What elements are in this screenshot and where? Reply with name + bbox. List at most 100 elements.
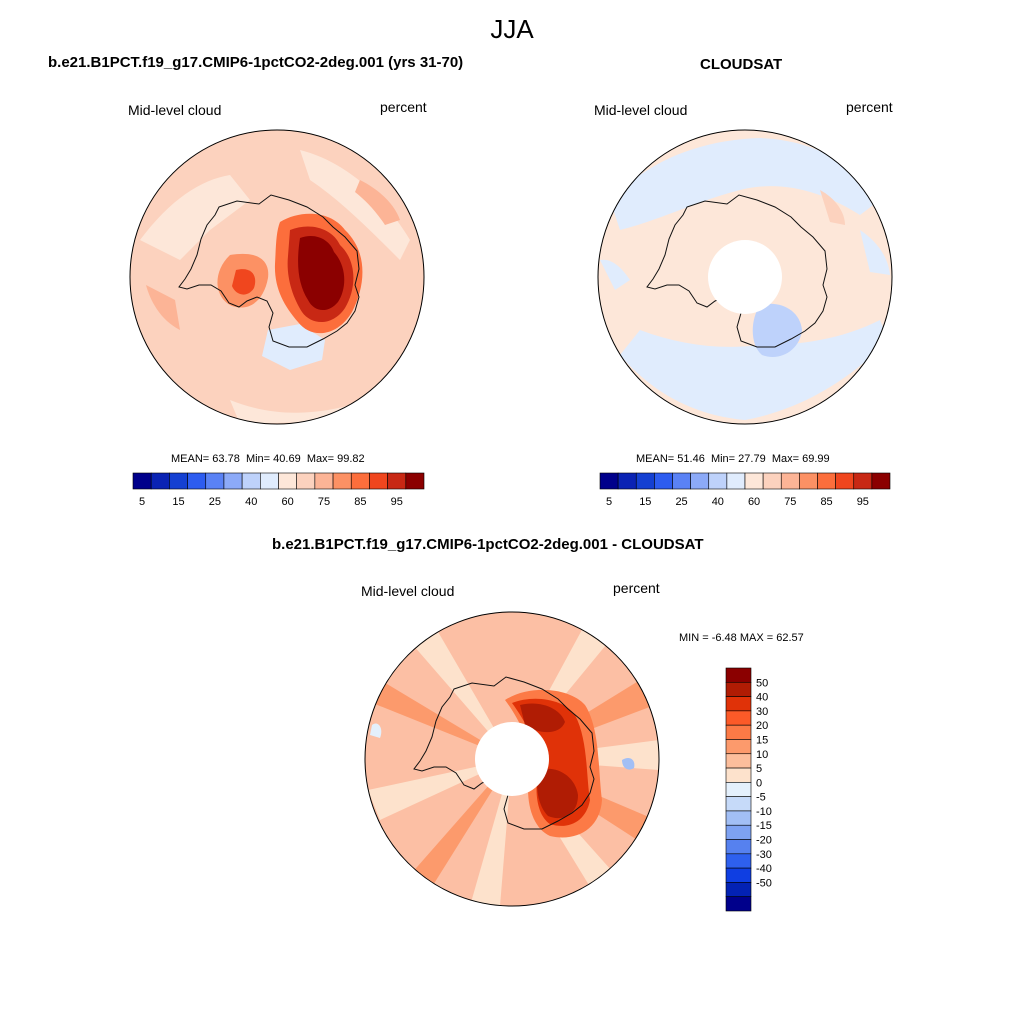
max-label: MAX =	[739, 632, 774, 644]
mean-value: 63.78	[212, 453, 240, 465]
colorbar-swatch	[278, 472, 297, 490]
colorbar-tick-label: 25	[209, 496, 221, 508]
stats-obs: MEAN= 51.46 Min= 27.79 Max= 69.99	[636, 453, 830, 465]
left-label-model: Mid-level cloud	[128, 102, 222, 118]
polar-hole	[708, 240, 782, 314]
colorbar-swatch	[635, 472, 655, 490]
colorbar-swatch	[654, 472, 673, 490]
colorbar-swatch	[726, 472, 746, 490]
colorbar-tick-label: -5	[756, 792, 766, 804]
colorbar-swatch	[617, 472, 637, 490]
colorbar-swatch	[150, 472, 170, 490]
colorbar-tick-label: 40	[712, 496, 724, 508]
max-value: 69.99	[802, 453, 830, 465]
panel-title-diff: b.e21.B1PCT.f19_g17.CMIP6-1pctCO2-2deg.0…	[272, 536, 704, 553]
min-label: Min=	[710, 453, 736, 465]
map-border	[597, 129, 893, 425]
colorbar-swatch	[725, 882, 752, 898]
colorbar-swatch	[241, 472, 261, 490]
map-panel-diff	[364, 611, 660, 907]
panel-title-obs: CLOUDSAT	[700, 56, 783, 73]
colorbar-swatch	[725, 710, 752, 726]
left-label-diff: Mid-level cloud	[361, 583, 455, 599]
colorbar-swatch	[369, 472, 388, 490]
colorbar-swatch	[725, 767, 752, 783]
mean-value: 51.46	[677, 453, 705, 465]
colorbar-swatch	[853, 472, 873, 490]
max-value: 99.82	[337, 453, 365, 465]
colorbar-swatch	[799, 472, 818, 490]
colorbar-tick-label: 15	[756, 734, 768, 746]
min-value: -6.48	[711, 632, 737, 644]
colorbar-swatch	[817, 472, 836, 490]
contour-patch	[520, 703, 565, 733]
contour-patch	[368, 759, 512, 820]
colorbar-swatch	[725, 724, 752, 740]
colorbar-swatch	[387, 472, 407, 490]
colorbar-tick-label: -10	[756, 806, 772, 818]
colorbar-swatch	[332, 472, 352, 490]
colorbar-swatch	[725, 853, 752, 869]
stats-diff: MIN = -6.48 MAX = 62.57	[679, 632, 804, 644]
colorbar-swatch	[871, 472, 891, 490]
colorbar-tick-label: 75	[318, 496, 330, 508]
colorbar-tick-label: -20	[756, 835, 772, 847]
contour-patch	[232, 269, 256, 295]
map-panel-obs	[597, 129, 893, 425]
colorbar-swatch	[708, 472, 728, 490]
colorbar-swatch	[725, 824, 752, 840]
right-label-obs: percent	[846, 99, 893, 115]
colorbar-swatch	[725, 782, 752, 797]
colorbar-tick-label: 50	[756, 677, 768, 689]
contour-patch	[620, 320, 888, 420]
colorbar-swatch	[725, 810, 752, 826]
colorbar-tick-label: 40	[756, 692, 768, 704]
colorbar-tick-label: 30	[756, 706, 768, 718]
colorbar-tick-label: 5	[139, 496, 145, 508]
mean-label: MEAN=	[636, 453, 675, 465]
contour-patch	[365, 675, 512, 759]
contour-patch	[410, 759, 512, 890]
colorbar-swatch	[725, 739, 752, 755]
colorbar-swatch	[296, 472, 316, 490]
colorbar-swatch	[314, 472, 334, 490]
map-border	[364, 611, 660, 907]
min-label: Min=	[245, 453, 271, 465]
contour-patch	[537, 768, 578, 819]
colorbar-tick-label: -15	[756, 820, 772, 832]
colorbar-obs: 5 15 25 40 60 75 85 95	[599, 472, 891, 508]
colorbar-swatch	[205, 472, 225, 490]
colorbar-swatch	[223, 472, 243, 490]
right-label-diff: percent	[613, 580, 660, 596]
left-label-obs: Mid-level cloud	[594, 102, 688, 118]
mean-label: MEAN=	[171, 453, 210, 465]
right-label-model: percent	[380, 99, 427, 115]
stats-model: MEAN= 63.78 Min= 40.69 Max= 99.82	[171, 453, 365, 465]
colorbar-swatch	[725, 796, 752, 812]
colorbar-tick-label: 95	[391, 496, 403, 508]
contour-patch	[370, 723, 382, 738]
contour-patch	[860, 230, 890, 275]
colorbar-swatch	[599, 472, 619, 490]
contour-patch	[600, 259, 630, 290]
colorbar-swatch	[169, 472, 188, 490]
panel-title-model: b.e21.B1PCT.f19_g17.CMIP6-1pctCO2-2deg.0…	[48, 54, 464, 71]
max-label: Max=	[306, 453, 335, 465]
map-panel-model	[129, 129, 425, 425]
colorbar-swatch	[725, 753, 752, 769]
map-border	[129, 129, 425, 425]
colorbar-swatch	[744, 472, 764, 490]
contour-patch	[470, 759, 512, 906]
main-title: JJA	[490, 14, 534, 44]
colorbar-swatch	[780, 472, 800, 490]
colorbar-tick-label: 5	[606, 496, 612, 508]
min-value: 40.69	[273, 453, 301, 465]
colorbar-tick-label: 40	[245, 496, 257, 508]
colorbar-tick-label: 15	[172, 496, 184, 508]
colorbar-tick-label: -40	[756, 863, 772, 875]
colorbar-tick-label: 85	[354, 496, 366, 508]
contour-patch	[820, 190, 845, 225]
colorbar-tick-label: 25	[675, 496, 687, 508]
